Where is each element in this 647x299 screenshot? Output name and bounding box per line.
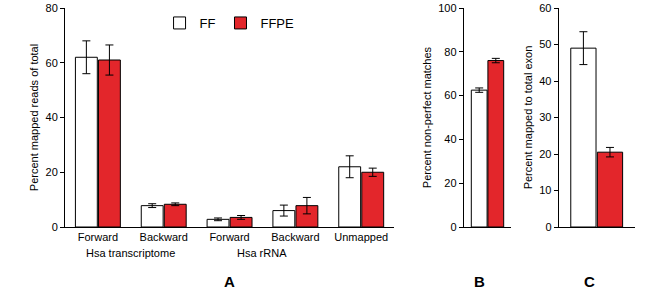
svg-text:Backward: Backward xyxy=(271,231,319,243)
svg-text:30: 30 xyxy=(539,111,551,123)
svg-text:B: B xyxy=(474,273,485,290)
svg-text:Forward: Forward xyxy=(209,231,249,243)
svg-text:C: C xyxy=(584,273,595,290)
svg-text:40: 40 xyxy=(46,111,58,123)
svg-text:60: 60 xyxy=(444,89,456,101)
svg-text:Hsa transcriptome: Hsa transcriptome xyxy=(86,247,175,259)
svg-text:Unmapped: Unmapped xyxy=(334,231,388,243)
svg-text:60: 60 xyxy=(46,57,58,69)
svg-text:Percent mapped reads of total: Percent mapped reads of total xyxy=(28,44,40,191)
svg-text:20: 20 xyxy=(444,177,456,189)
svg-text:Percent non-perfect matches: Percent non-perfect matches xyxy=(421,46,433,188)
svg-text:Hsa rRNA: Hsa rRNA xyxy=(237,247,287,259)
svg-text:A: A xyxy=(224,273,235,290)
svg-text:10: 10 xyxy=(539,184,551,196)
svg-text:40: 40 xyxy=(444,133,456,145)
svg-text:FFPE: FFPE xyxy=(260,16,294,31)
svg-text:Forward: Forward xyxy=(78,231,118,243)
svg-text:Percent mapped to total exon: Percent mapped to total exon xyxy=(522,46,534,190)
svg-text:50: 50 xyxy=(539,38,551,50)
svg-text:80: 80 xyxy=(444,46,456,58)
svg-text:20: 20 xyxy=(46,166,58,178)
svg-text:0: 0 xyxy=(545,221,551,233)
svg-text:20: 20 xyxy=(539,148,551,160)
svg-text:80: 80 xyxy=(46,2,58,14)
svg-text:100: 100 xyxy=(438,2,456,14)
svg-text:0: 0 xyxy=(52,221,58,233)
svg-text:Backward: Backward xyxy=(140,231,188,243)
svg-text:FF: FF xyxy=(200,16,216,31)
svg-text:60: 60 xyxy=(539,2,551,14)
svg-text:0: 0 xyxy=(450,221,456,233)
svg-text:40: 40 xyxy=(539,75,551,87)
